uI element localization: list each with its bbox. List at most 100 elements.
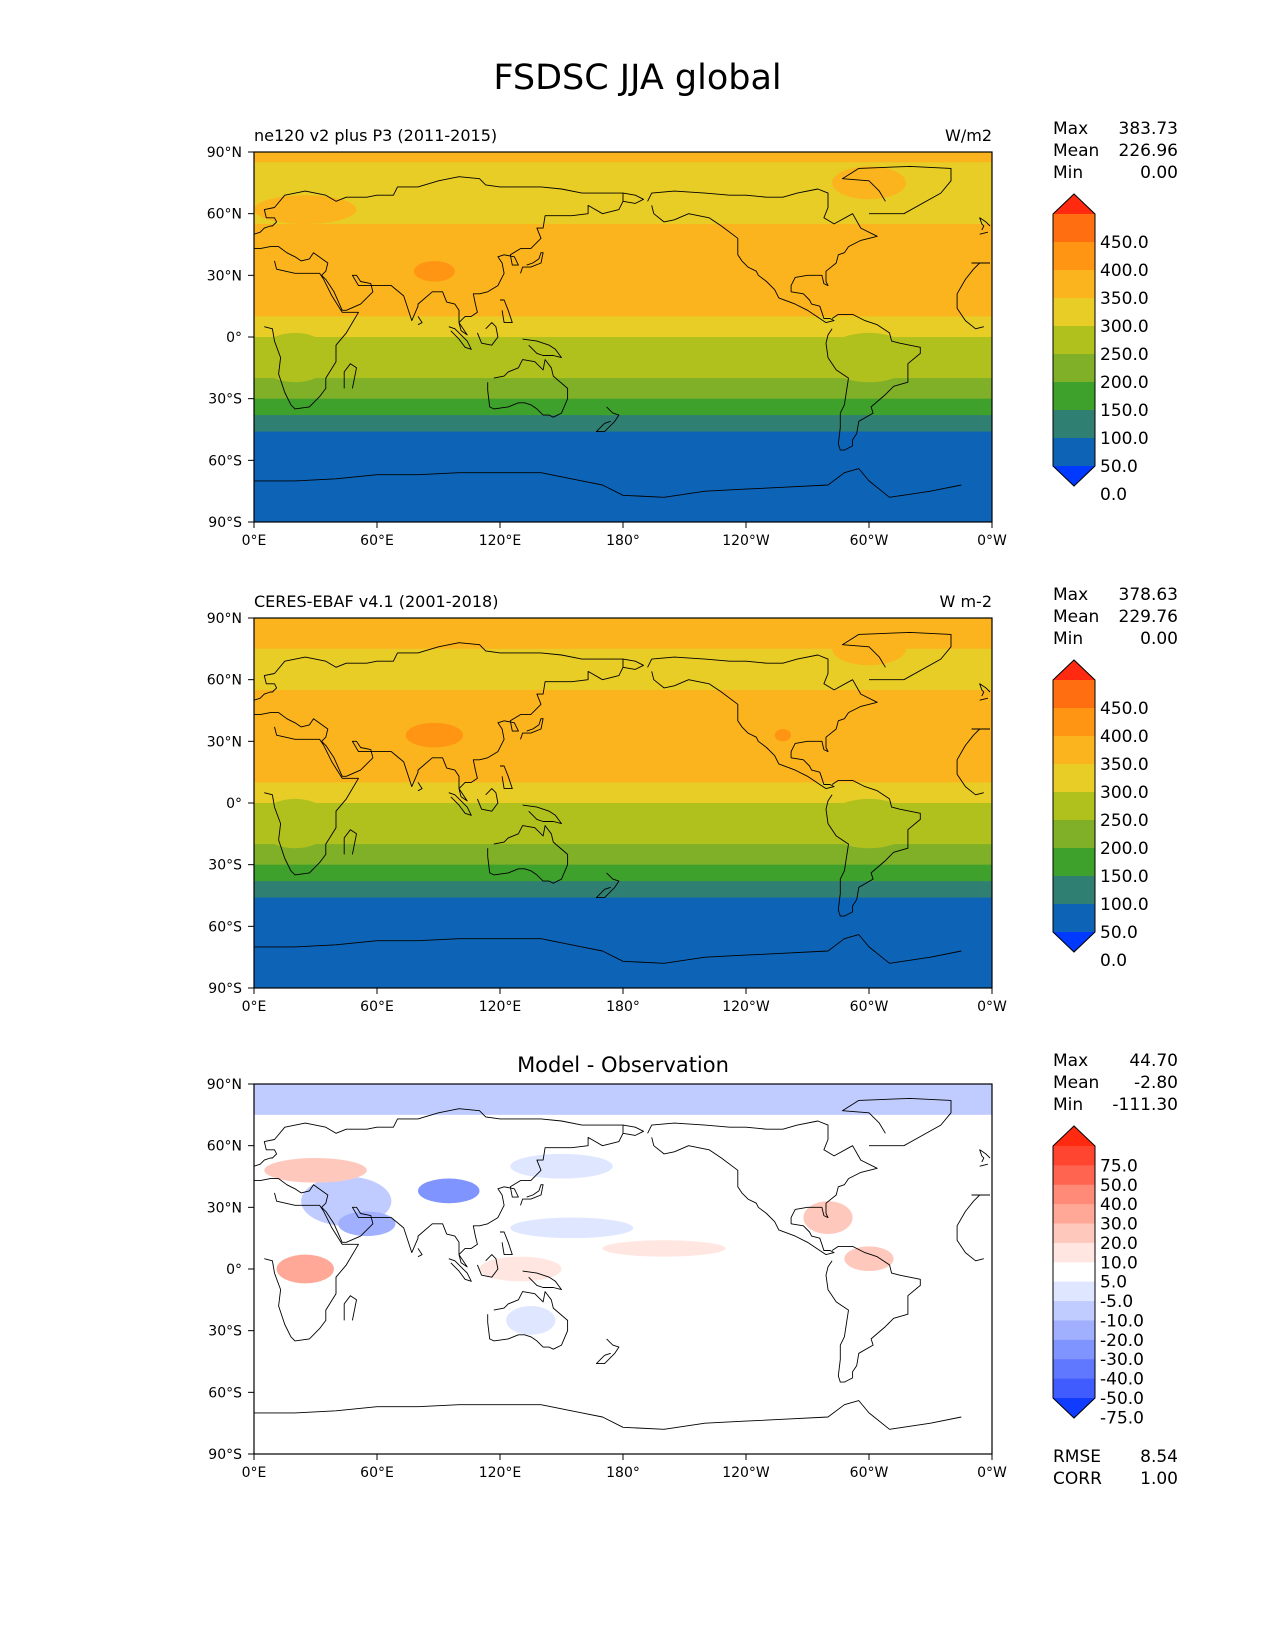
map-area: 90°N 60°N 30°N 0° 30°S 60°S 90°S0°E 60°E 120°E 18… <box>207 1053 1007 1481</box>
panel-center-title: Model - Observation <box>517 1053 729 1077</box>
contour-region <box>823 332 915 383</box>
lon-tick-label: 120°W <box>722 533 770 549</box>
lon-tick-label: 0°E <box>242 1465 267 1481</box>
contour-region <box>258 332 332 383</box>
panel-3: 90°N 60°N 30°N 0° 30°S 60°S 90°S0°E 60°E 120°E 18… <box>207 1051 1178 1489</box>
colorbar-segment <box>1053 438 1095 467</box>
colorbar-label: -20.0 <box>1100 1331 1144 1351</box>
lon-tick-label: 60°W <box>850 533 889 549</box>
map-fill <box>254 618 992 988</box>
lon-tick-label: 120°E <box>479 999 522 1015</box>
colorbar-segment <box>1053 270 1095 299</box>
colorbar-label: -30.0 <box>1100 1350 1144 1370</box>
colorbar-extend-max <box>1053 660 1095 680</box>
colorbar-segment <box>1053 1301 1095 1321</box>
panel-left-title: ne120 v2 plus P3 (2011-2015) <box>254 126 497 145</box>
contour-band <box>254 431 992 507</box>
contour-region <box>276 1254 334 1284</box>
colorbar-label: 450.0 <box>1100 699 1149 719</box>
contour-band <box>254 897 992 973</box>
colorbar-segment <box>1053 764 1095 793</box>
colorbar-segment <box>1053 298 1095 327</box>
colorbar-label: -50.0 <box>1100 1389 1144 1409</box>
contour-band <box>254 864 992 882</box>
coastline <box>254 1097 991 1430</box>
lat-tick-label: 60°S <box>208 453 242 469</box>
map-area: 90°N 60°N 30°N 0° 30°S 60°S 90°S0°E 60°E 120°E 18… <box>207 592 1007 1015</box>
lon-tick-label: 180° <box>606 1465 640 1481</box>
lat-tick-label: 90°S <box>208 981 242 997</box>
stat-label: Max <box>1053 585 1088 605</box>
lon-tick-label: 0°E <box>242 999 267 1015</box>
lon-tick-label: 60°E <box>360 999 394 1015</box>
colorbar-segment <box>1053 1223 1095 1244</box>
colorbar-segment <box>1053 1146 1095 1166</box>
contour-band <box>254 618 992 629</box>
colorbar: 450.0 400.0 350.0 300.0 250.0 200.0 150.0 100.0… <box>1052 193 1149 505</box>
map-fill <box>254 1084 992 1454</box>
stat-label: Min <box>1053 1095 1083 1115</box>
lat-tick-label: 30°S <box>208 858 242 874</box>
stats-block: Max 378.63 Mean 229.76 Min 0.00 <box>1053 585 1178 649</box>
colorbar-label: 200.0 <box>1100 373 1149 393</box>
contour-region <box>844 1246 894 1272</box>
lon-tick-label: 180° <box>606 999 640 1015</box>
lon-tick-label: 120°W <box>722 999 770 1015</box>
lat-tick-label: 90°N <box>207 611 242 627</box>
contour-band <box>254 316 992 338</box>
colorbar-label: 50.0 <box>1100 1176 1138 1196</box>
colorbar-label: 300.0 <box>1100 783 1149 803</box>
contour-region <box>832 166 906 200</box>
stat-label: Mean <box>1053 607 1099 627</box>
bottom-stat-value: 1.00 <box>1140 1469 1178 1489</box>
contour-region <box>510 1217 634 1239</box>
colorbar-label: 450.0 <box>1100 233 1149 253</box>
stat-label: Min <box>1053 629 1083 649</box>
contour-region <box>602 1240 726 1257</box>
contour-band <box>254 689 992 783</box>
lat-tick-label: 30°N <box>207 268 242 284</box>
stat-label: Min <box>1053 163 1083 183</box>
panel-units: W/m2 <box>945 126 992 145</box>
lon-tick-label: 60°W <box>850 1465 889 1481</box>
lat-tick-label: 60°N <box>207 673 242 689</box>
colorbar-label: 150.0 <box>1100 867 1149 887</box>
contour-region <box>254 195 357 224</box>
colorbar: 450.0 400.0 350.0 300.0 250.0 200.0 150.0 100.0… <box>1052 659 1149 971</box>
figure-title: FSDSC JJA global <box>493 58 782 98</box>
colorbar-segment <box>1053 820 1095 849</box>
colorbar-outline <box>1052 659 1096 953</box>
colorbar-label: 100.0 <box>1100 895 1149 915</box>
contour-region <box>264 1158 367 1183</box>
panel-2: 90°N 60°N 30°N 0° 30°S 60°S 90°S0°E 60°E 120°E 18… <box>207 585 1178 1015</box>
colorbar-label: 350.0 <box>1100 289 1149 309</box>
lon-tick-label: 0°W <box>977 999 1007 1015</box>
colorbar-segment <box>1053 1359 1095 1380</box>
colorbar-label: 5.0 <box>1100 1273 1127 1293</box>
colorbar-label: 30.0 <box>1100 1215 1138 1235</box>
stat-label: Max <box>1053 119 1088 139</box>
colorbar-label: 100.0 <box>1100 429 1149 449</box>
colorbar-extend-min <box>1053 932 1095 952</box>
colorbar-label: 200.0 <box>1100 839 1149 859</box>
lat-tick-label: 60°S <box>208 1385 242 1401</box>
colorbar-segment <box>1053 242 1095 271</box>
stat-value: 0.00 <box>1140 163 1178 183</box>
colorbar-label: 250.0 <box>1100 811 1149 831</box>
contour-band <box>254 782 992 804</box>
colorbar-label: 75.0 <box>1100 1156 1138 1176</box>
panel-1: 90°N 60°N 30°N 0° 30°S 60°S 90°S0°E 60°E 120°E 18… <box>207 119 1178 549</box>
colorbar-label: 40.0 <box>1100 1195 1138 1215</box>
bottom-stat-value: 8.54 <box>1140 1447 1178 1467</box>
bottom-stat-label: CORR <box>1053 1469 1102 1489</box>
lat-tick-label: 0° <box>226 330 242 346</box>
colorbar-label: -75.0 <box>1100 1408 1144 1428</box>
stat-value: 229.76 <box>1119 607 1178 627</box>
contour-region <box>413 260 455 282</box>
colorbar-label: 50.0 <box>1100 923 1138 943</box>
lat-tick-label: 30°S <box>208 1324 242 1340</box>
stats-block: Max 383.73 Mean 226.96 Min 0.00 <box>1053 119 1178 183</box>
colorbar-extend-min <box>1053 466 1095 486</box>
stat-value: -111.30 <box>1112 1095 1178 1115</box>
colorbar-segment <box>1053 1320 1095 1341</box>
